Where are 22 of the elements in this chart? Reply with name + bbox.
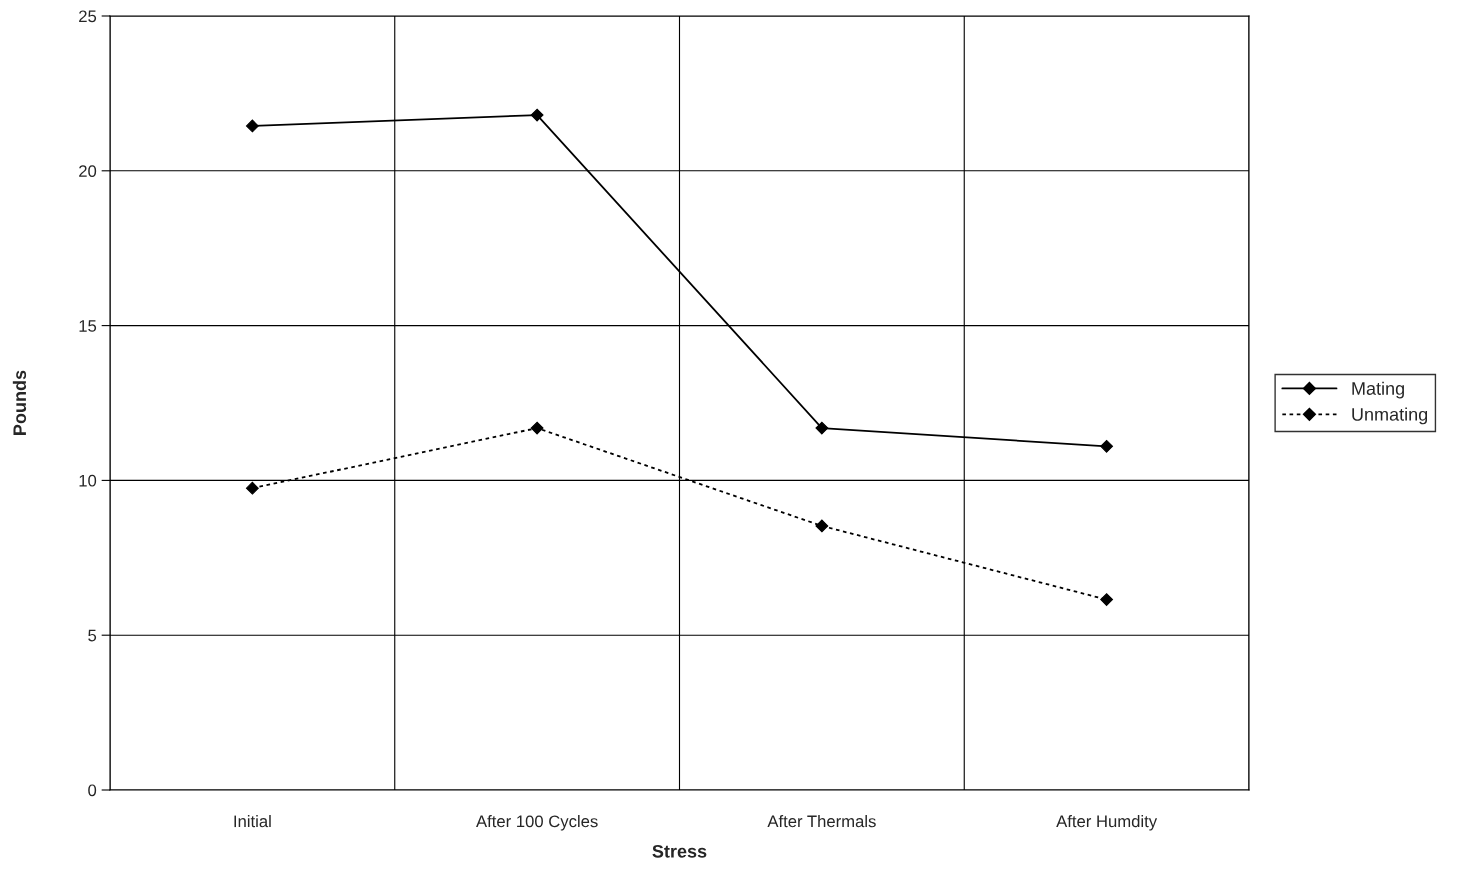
x-tick-label: Initial bbox=[234, 815, 271, 828]
y-tick-label: 20 bbox=[79, 165, 97, 177]
y-tick-label: 25 bbox=[79, 10, 97, 23]
x-axis-title: Stress bbox=[652, 844, 707, 858]
y-tick-label: 0 bbox=[88, 784, 97, 797]
point bbox=[530, 421, 544, 435]
point bbox=[245, 481, 259, 495]
point bbox=[245, 119, 259, 133]
point bbox=[815, 421, 829, 435]
y-tick-label: 5 bbox=[88, 629, 97, 642]
y-tick-label: 10 bbox=[79, 474, 97, 487]
x-tick-label: After 100 Cycles bbox=[476, 815, 598, 831]
x-tick-label: After Humdity bbox=[1056, 815, 1158, 831]
point bbox=[1100, 593, 1114, 607]
point bbox=[815, 519, 829, 533]
point bbox=[530, 108, 544, 122]
x-tick-label: After Thermals bbox=[767, 815, 876, 828]
point bbox=[1100, 439, 1114, 453]
legend-label: Unmating bbox=[1352, 407, 1428, 425]
y-axis-title: Pounds bbox=[12, 370, 27, 435]
legend-label: Mating bbox=[1352, 381, 1404, 399]
y-tick-label: 15 bbox=[79, 320, 97, 332]
